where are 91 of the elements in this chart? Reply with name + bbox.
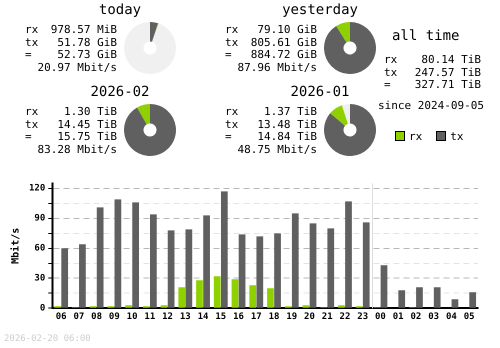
x-tick-label: 12 — [162, 312, 173, 322]
chart-title: 2026-02 — [89, 84, 150, 100]
text: since 2024-09-05 — [378, 98, 484, 112]
text: = 15.75 TiB — [25, 130, 117, 143]
x-tick-label: 01 — [392, 312, 404, 322]
x-tick-label: 11 — [144, 312, 156, 322]
bar — [380, 265, 388, 308]
text: = 327.71 TiB — [384, 78, 481, 91]
bar — [168, 230, 174, 308]
y-tick-label: 120 — [28, 184, 46, 194]
text: rx 80.14 TiB — [384, 53, 481, 66]
bar — [362, 222, 370, 308]
bar — [125, 305, 132, 308]
text: tx 13.48 TiB — [225, 118, 317, 130]
bar — [416, 287, 423, 308]
bar — [96, 207, 104, 308]
legend-label: rx — [408, 130, 422, 143]
x-tick-label: 22 — [340, 312, 350, 322]
x-tick-label: 21 — [322, 312, 333, 322]
x-tick-label: 06 — [56, 312, 67, 322]
bar — [132, 202, 139, 308]
x-tick-label: 09 — [108, 312, 120, 322]
x-tick-label: 10 — [126, 312, 138, 322]
bar — [79, 244, 86, 308]
x-tick-label: 17 — [250, 312, 262, 322]
y-tick-label: 60 — [34, 244, 46, 254]
x-tick-label: 20 — [304, 312, 315, 322]
y-axis-title: Mbit/s — [10, 228, 22, 264]
bar — [203, 215, 210, 308]
x-tick-label: 13 — [180, 312, 191, 322]
text: tx 51.78 GiB — [25, 36, 117, 48]
bar — [398, 290, 406, 308]
bar — [310, 223, 316, 308]
bar — [327, 228, 334, 308]
text: = 52.73 GiB — [25, 48, 117, 61]
chart-title: yesterday — [281, 2, 359, 18]
bar — [469, 292, 476, 308]
bar — [114, 199, 122, 308]
bar — [249, 285, 256, 308]
x-tick-label: 18 — [268, 312, 280, 322]
bar — [238, 234, 246, 308]
text: rx 1.37 TiB — [225, 105, 317, 118]
x-tick-label: 19 — [286, 312, 298, 322]
text: rx 79.10 GiB — [225, 23, 317, 36]
text: rx 978.57 MiB — [25, 23, 117, 36]
text: tx 247.57 TiB — [384, 66, 481, 78]
bar — [160, 305, 168, 308]
bar — [220, 191, 228, 308]
y-tick-label: 30 — [34, 274, 46, 284]
bar — [178, 287, 186, 308]
chart-title: 2026-01 — [289, 84, 350, 100]
x-tick-label: 23 — [357, 312, 368, 322]
bar — [302, 305, 310, 308]
legend-label: tx — [449, 130, 464, 143]
x-tick-label: 03 — [428, 312, 440, 322]
text: tx 805.61 GiB — [225, 36, 317, 49]
x-tick-label: 05 — [464, 312, 475, 322]
bar — [232, 279, 238, 308]
x-tick-label: 16 — [233, 312, 244, 322]
bar — [214, 276, 221, 308]
bar — [150, 214, 157, 308]
text: 20.97 Mbit/s — [36, 60, 117, 74]
x-tick-label: 00 — [375, 312, 386, 322]
x-tick-label: 07 — [73, 312, 84, 322]
bar — [452, 299, 458, 308]
x-tick-label: 02 — [410, 312, 422, 322]
bar — [267, 288, 274, 308]
x-tick-label: 15 — [215, 312, 226, 322]
text: tx 14.45 TiB — [25, 118, 117, 130]
text: = 884.72 GiB — [225, 48, 317, 61]
x-tick-label: 14 — [198, 312, 210, 322]
chart-title: today — [98, 2, 142, 18]
y-tick-label: 0 — [40, 304, 46, 314]
bar — [196, 280, 203, 308]
bar — [338, 305, 345, 308]
bar — [61, 248, 68, 308]
bar — [434, 287, 441, 308]
text: 83.28 Mbit/s — [36, 142, 117, 156]
text: rx 1.30 TiB — [25, 105, 117, 118]
text: 87.96 Mbit/s — [236, 60, 317, 74]
text: = 14.84 TiB — [225, 130, 317, 143]
bar — [345, 201, 352, 308]
bar — [292, 213, 299, 308]
bar — [256, 236, 264, 308]
text: all time — [391, 28, 460, 44]
x-tick-label: 04 — [446, 312, 458, 322]
bar — [274, 233, 281, 308]
text: 48.75 Mbit/s — [236, 142, 317, 156]
x-tick-label: 08 — [91, 312, 102, 322]
bar — [185, 229, 192, 308]
y-tick-label: 90 — [34, 214, 46, 224]
